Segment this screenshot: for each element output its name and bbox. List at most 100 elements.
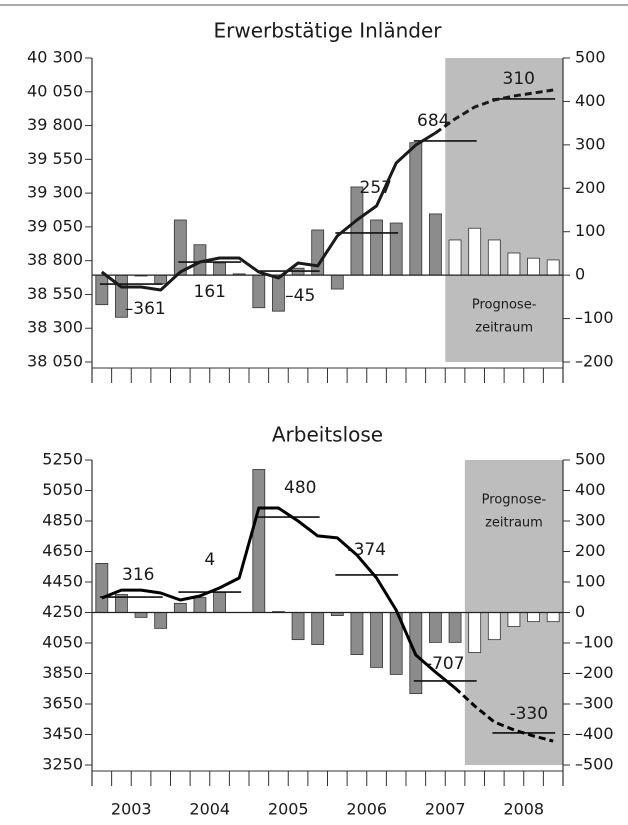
bar	[546, 259, 560, 276]
y2-tick-label: –300	[575, 694, 614, 713]
y2-tick-label: –200	[575, 663, 614, 682]
bar	[173, 602, 187, 613]
bar	[350, 612, 364, 655]
y-tick-label: 39 800	[27, 115, 83, 134]
forecast-label: Prognose-	[482, 493, 547, 508]
bar	[429, 612, 442, 643]
y-tick-label: 4650	[42, 541, 83, 560]
y-tick-label: 38 550	[27, 284, 83, 303]
forecast-label: Prognose-	[472, 298, 537, 313]
y-tick-label: 4250	[42, 602, 83, 621]
bar	[272, 274, 285, 312]
annual-change-label: -330	[509, 704, 548, 724]
bar	[370, 612, 383, 668]
bar	[252, 274, 266, 309]
y-tick-label: 3850	[42, 663, 83, 682]
bar	[291, 612, 305, 641]
y2-tick-label: 400	[575, 480, 606, 499]
level-line-forecast	[454, 686, 554, 743]
annual-change-label: –45	[285, 286, 315, 306]
bar	[527, 257, 540, 276]
forecast-label: zeitraum	[485, 516, 543, 531]
level-line	[101, 506, 457, 690]
chart-title: Arbeitslose	[272, 423, 383, 447]
bar	[95, 274, 109, 306]
bar	[468, 612, 482, 653]
y-tick-label: 38 800	[27, 250, 83, 269]
y-tick-label: 4450	[42, 572, 83, 591]
y2-tick-label: 200	[575, 541, 606, 560]
y-tick-label: 4050	[42, 633, 83, 652]
bar	[154, 274, 168, 285]
y-tick-label: 3650	[42, 694, 83, 713]
annual-change-label: 316	[122, 565, 154, 585]
y-tick-label: 3250	[42, 755, 83, 774]
y2-tick-label: 300	[575, 511, 606, 530]
y-tick-label: 39 550	[27, 149, 83, 168]
level-line-forecast	[434, 88, 554, 135]
forecast-region	[445, 58, 563, 362]
bar	[527, 612, 540, 623]
bar	[507, 612, 521, 627]
bar	[173, 219, 187, 276]
y2-tick-label: –400	[575, 724, 614, 743]
y-tick-label: 39 300	[27, 183, 83, 202]
x-tick-label: 2006	[346, 800, 387, 819]
y-tick-label: 5050	[42, 480, 83, 499]
bar	[134, 612, 148, 618]
y2-tick-label: 500	[575, 48, 606, 67]
annual-change-label: 480	[284, 478, 316, 498]
bar	[252, 469, 266, 613]
bar	[350, 186, 364, 276]
y2-tick-label: –100	[575, 308, 614, 327]
bar	[468, 227, 482, 276]
y2-tick-label: 500	[575, 450, 606, 469]
y2-tick-label: 100	[575, 572, 606, 591]
bar	[370, 219, 383, 276]
x-tick-label: 2005	[268, 800, 309, 819]
bar	[95, 562, 109, 613]
bar	[448, 612, 462, 643]
bar	[389, 222, 403, 276]
bar	[311, 612, 325, 645]
y2-tick-label: 200	[575, 178, 606, 197]
chart-title: Erwerbstätige Inländer	[214, 19, 443, 43]
bar	[546, 612, 560, 623]
y-tick-label: 4850	[42, 511, 83, 530]
x-tick-label: 2004	[189, 800, 230, 819]
bar	[311, 229, 325, 276]
bar	[429, 213, 442, 276]
y2-tick-label: –500	[575, 755, 614, 774]
y2-tick-label: 100	[575, 221, 606, 240]
annual-change-label: 310	[503, 69, 535, 89]
bar	[487, 239, 501, 276]
x-tick-label: 2007	[425, 800, 466, 819]
y-tick-label: 38 050	[27, 352, 83, 371]
x-tick-label: 2008	[503, 800, 544, 819]
x-tick-label: 2003	[111, 800, 152, 819]
bar	[507, 252, 521, 276]
level-line	[100, 131, 437, 292]
bar	[193, 597, 207, 613]
bar	[448, 239, 462, 276]
y-tick-label: 39 050	[27, 216, 83, 235]
annual-change-label: –361	[125, 299, 166, 319]
annual-change-label: 684	[417, 111, 449, 131]
bar	[487, 612, 501, 641]
forecast-label: zeitraum	[475, 321, 533, 336]
y2-tick-label: 0	[575, 265, 585, 284]
y2-tick-label: 400	[575, 91, 606, 110]
y-tick-label: 3450	[42, 724, 83, 743]
y2-tick-label: –200	[575, 352, 614, 371]
y2-tick-label: 300	[575, 134, 606, 153]
annual-change-label: -707	[426, 654, 465, 674]
bar	[409, 142, 423, 276]
annual-change-label: 4	[204, 550, 215, 570]
bar	[330, 274, 344, 290]
y2-tick-label: 0	[575, 602, 585, 621]
bar	[213, 591, 226, 613]
bar	[154, 612, 168, 629]
y2-tick-label: –100	[575, 633, 614, 652]
